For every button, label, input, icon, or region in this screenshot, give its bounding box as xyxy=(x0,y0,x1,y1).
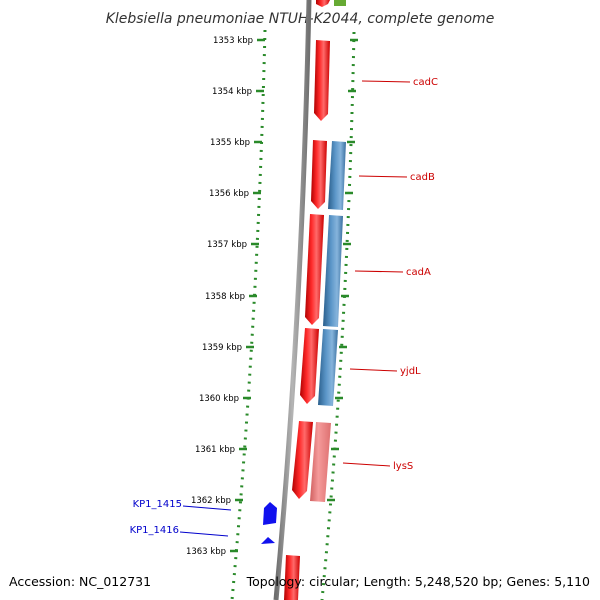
right-dotted-ring xyxy=(320,31,356,600)
gene-cadA-reverse xyxy=(323,215,343,327)
tick-label: 1362 kbp xyxy=(191,496,231,506)
topology-text: Topology: circular; Length: 5,248,520 bp… xyxy=(246,574,590,589)
tick-marks: 1353 kbp 1354 kbp 1355 kbp 1356 kbp 1357 kbp… xyxy=(186,36,358,557)
tick-label: 1358 kbp xyxy=(205,292,245,302)
gene-label-cadB: cadB xyxy=(410,172,435,183)
gene-label-cadA: cadA xyxy=(406,267,431,278)
gene-leader-line xyxy=(354,270,404,273)
tick-label: 1356 kbp xyxy=(209,189,249,199)
genome-backbone xyxy=(273,0,312,600)
tick-label: 1359 kbp xyxy=(202,343,242,353)
tick-label: 1354 kbp xyxy=(212,87,252,97)
gene-cadA-forward xyxy=(305,214,324,325)
gene-leader-line xyxy=(361,80,411,83)
left-dotted-ring xyxy=(230,29,267,600)
gene-partial-top xyxy=(316,0,330,7)
gene-label-yjdL: yjdL xyxy=(400,366,421,377)
gene-leader-line xyxy=(349,368,398,372)
gene-partial-bottom xyxy=(284,555,300,600)
gene-leader-line xyxy=(179,531,229,537)
gene-label-KP1_1416: KP1_1416 xyxy=(130,525,179,536)
gene-yjdL-forward xyxy=(300,328,319,404)
gene-cadB-reverse xyxy=(328,141,346,210)
gene-partial-green xyxy=(334,0,346,6)
map-title: Klebsiella pneumoniae NTUH-K2044, comple… xyxy=(106,11,495,27)
gene-labels: cadC cadB cadA yjdL lysS KP1_1415 KP1_1416 xyxy=(130,77,438,537)
gene-leader-line xyxy=(358,175,408,178)
tick-label: 1353 kbp xyxy=(213,36,253,46)
gene-lysS-light xyxy=(310,422,331,502)
tick-label: 1355 kbp xyxy=(210,138,250,148)
gene-leader-line xyxy=(182,505,232,511)
gene-leader-line xyxy=(342,462,391,467)
tick-label: 1361 kbp xyxy=(195,445,235,455)
gene-lysS-forward xyxy=(292,421,313,499)
tick-label: 1363 kbp xyxy=(186,547,226,557)
tick-label: 1357 kbp xyxy=(207,240,247,250)
tick-label: 1360 kbp xyxy=(199,394,239,404)
accession-text: Accession: NC_012731 xyxy=(9,574,151,589)
gene-cadB-forward xyxy=(311,140,327,209)
gene-KP1_1416 xyxy=(261,537,275,544)
gene-yjdL-reverse xyxy=(318,329,338,406)
gene-label-lysS: lysS xyxy=(393,461,413,472)
gene-cadC xyxy=(314,40,330,121)
gene-label-KP1_1415: KP1_1415 xyxy=(133,499,182,510)
gene-label-cadC: cadC xyxy=(413,77,438,88)
gene-KP1_1415 xyxy=(263,502,277,525)
